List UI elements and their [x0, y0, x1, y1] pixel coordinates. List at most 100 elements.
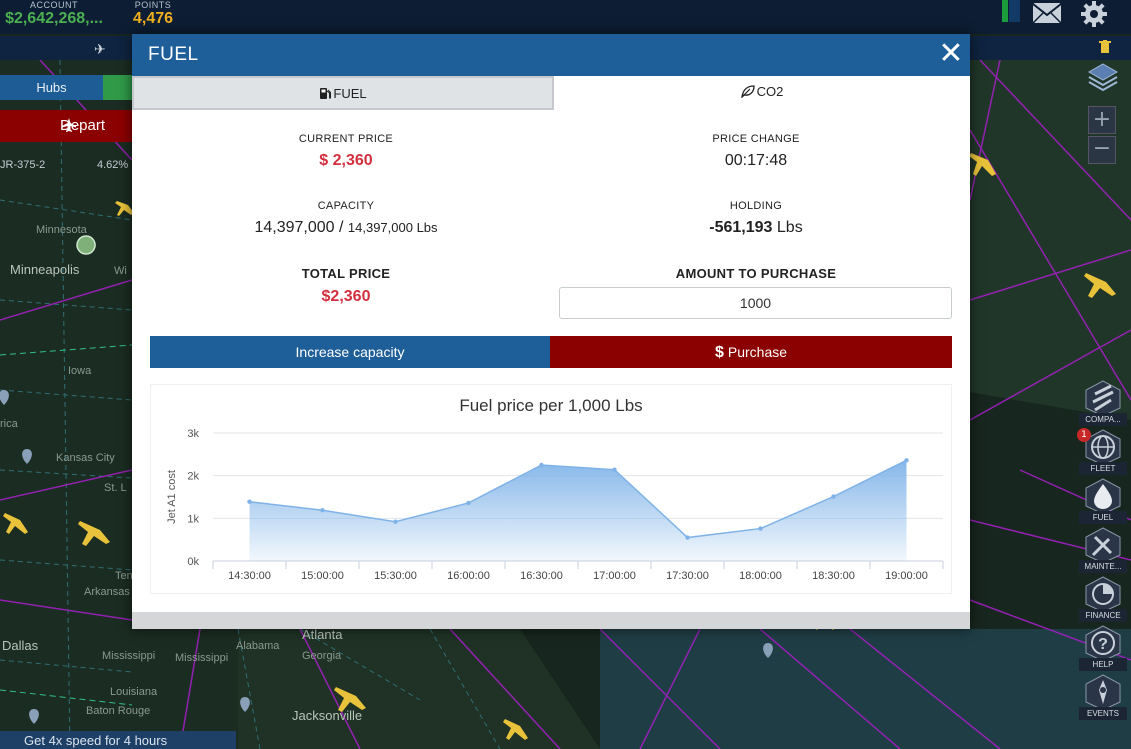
total-price-value: $2,360	[321, 288, 371, 305]
side-button-finance-chart[interactable]: FINANCE	[1079, 576, 1127, 622]
airport-marker	[76, 235, 96, 255]
x-tick-label: 15:30:00	[374, 570, 417, 582]
map-label: Minneapolis	[10, 262, 80, 277]
fuel-pump-icon	[320, 88, 332, 100]
finance-chart-icon	[1085, 576, 1121, 612]
account-stat[interactable]: ACCOUNT $2,642,268,...	[2, 0, 106, 28]
location-pin-icons	[0, 390, 773, 724]
capacity-max: 14,397,000 Lbs	[347, 220, 438, 235]
map-label: Mississippi	[175, 652, 229, 664]
side-button-wrench[interactable]: MAINTE...	[1079, 527, 1127, 573]
routes-tab[interactable]	[103, 75, 133, 100]
fuel-modal: FUEL ✕ FUEL CO2 CURRENT PRICE $ 2,360 PR…	[132, 34, 970, 629]
help-icon: ?	[1085, 625, 1121, 661]
hubs-tab[interactable]: Hubs	[0, 75, 103, 100]
capacity-block: CAPACITY 14,397,000 / 14,397,000 Lbs	[146, 200, 546, 237]
amount-label: AMOUNT TO PURCHASE	[675, 266, 837, 281]
side-button-events[interactable]: EVENTS	[1079, 674, 1127, 720]
series-line	[249, 459, 907, 539]
route-code: JR-375-2	[0, 159, 46, 171]
map-label: Dallas	[2, 638, 39, 653]
data-point	[758, 526, 763, 531]
globe-icon	[1085, 429, 1121, 465]
capacity-label: CAPACITY	[317, 200, 375, 212]
side-button-help[interactable]: ? HELP	[1079, 625, 1127, 671]
tab-co2[interactable]: CO2	[554, 76, 970, 110]
fuel-price-chart: Fuel price per 1,000 Lbs Jet A1 cost 0k 1k 2…	[150, 384, 952, 594]
trash-icon[interactable]	[1099, 40, 1111, 54]
x-tick-label: 17:30:00	[666, 570, 709, 582]
map-label: Mississippi	[102, 650, 156, 662]
x-tick-label: 16:00:00	[447, 570, 490, 582]
side-button-label: HELP	[1079, 658, 1127, 671]
map-label: Iowa	[68, 365, 92, 377]
speed-promo-bar[interactable]: Get 4x speed for 4 hours	[0, 731, 236, 749]
map-label: Kansas City	[56, 452, 115, 464]
route-row[interactable]: JR-375-2 4.62%	[0, 155, 132, 175]
side-button-label: FLEET	[1079, 462, 1127, 475]
dollar-icon: $	[714, 344, 724, 361]
company-icon	[1085, 380, 1121, 416]
total-price-label: TOTAL PRICE	[301, 266, 391, 281]
map-label: Arkansas	[84, 586, 130, 598]
account-value: $2,642,268,...	[5, 10, 103, 27]
current-price-value: $ 2,360	[319, 152, 373, 169]
airplane-icon[interactable]: ✈	[94, 42, 106, 58]
mail-icon[interactable]	[1032, 2, 1062, 24]
modal-header: FUEL ✕	[132, 34, 970, 76]
data-point	[685, 535, 690, 540]
modal-footer	[132, 612, 970, 629]
zoom-in-button[interactable]: +	[1088, 106, 1116, 134]
points-value: 4,476	[132, 10, 174, 27]
modal-tabs: FUEL CO2	[132, 76, 970, 110]
map-label: St. L	[104, 482, 127, 494]
svg-text:?: ?	[1098, 636, 1108, 653]
side-button-fuel-drop[interactable]: FUEL	[1079, 478, 1127, 524]
zoom-out-button[interactable]: −	[1088, 136, 1116, 164]
x-tick-label: 15:00:00	[301, 570, 344, 582]
map-label: Jacksonville	[292, 708, 363, 723]
tab-fuel-label: FUEL	[333, 86, 367, 101]
side-button-globe[interactable]: FLEET	[1079, 429, 1127, 475]
y-tick-label: 0k	[187, 556, 199, 568]
points-stat[interactable]: POINTS 4,476	[130, 0, 176, 28]
modal-title: FUEL	[148, 44, 199, 65]
data-point	[393, 519, 398, 524]
close-icon[interactable]: ✕	[938, 36, 964, 71]
total-price-block: TOTAL PRICE $2,360	[146, 266, 546, 306]
tab-co2-label: CO2	[756, 84, 784, 99]
fleet-notification-badge: 1	[1077, 428, 1091, 442]
x-tick-label: 17:00:00	[593, 570, 636, 582]
amount-block: AMOUNT TO PURCHASE	[556, 266, 956, 281]
account-label: ACCOUNT	[30, 0, 78, 10]
increase-capacity-button[interactable]: Increase capacity	[150, 336, 550, 368]
data-point	[539, 462, 544, 468]
data-point	[320, 508, 325, 513]
tab-fuel[interactable]: FUEL	[132, 76, 554, 110]
y-axis-label: Jet A1 cost	[166, 470, 178, 524]
holding-value: -561,193	[709, 219, 773, 236]
airplane-icons	[3, 153, 1116, 740]
series-area	[249, 460, 907, 561]
x-tick-label: 19:00:00	[885, 570, 928, 582]
current-price-block: CURRENT PRICE $ 2,360	[146, 133, 546, 170]
data-point	[247, 499, 252, 504]
holding-label: HOLDING	[729, 200, 783, 212]
price-change-label: PRICE CHANGE	[712, 133, 800, 145]
side-button-company[interactable]: COMPA...	[1079, 380, 1127, 426]
map-label: Wi	[114, 265, 127, 277]
chart-canvas: Fuel price per 1,000 Lbs Jet A1 cost 0k 1k 2…	[166, 396, 944, 582]
map-label: Louisiana	[110, 686, 158, 698]
side-button-label: MAINTE...	[1079, 560, 1127, 573]
data-point	[904, 458, 909, 463]
events-icon	[1085, 674, 1121, 710]
map-label: Baton Rouge	[86, 705, 151, 717]
purchase-button[interactable]: $ Purchase	[550, 336, 952, 368]
x-tick-label: 18:00:00	[739, 570, 782, 582]
capacity-separator: /	[338, 219, 344, 236]
amount-to-purchase-input[interactable]	[559, 287, 952, 319]
gear-icon[interactable]	[1080, 0, 1108, 28]
x-tick-label: 18:30:00	[812, 570, 855, 582]
layers-icon[interactable]	[1086, 60, 1120, 94]
